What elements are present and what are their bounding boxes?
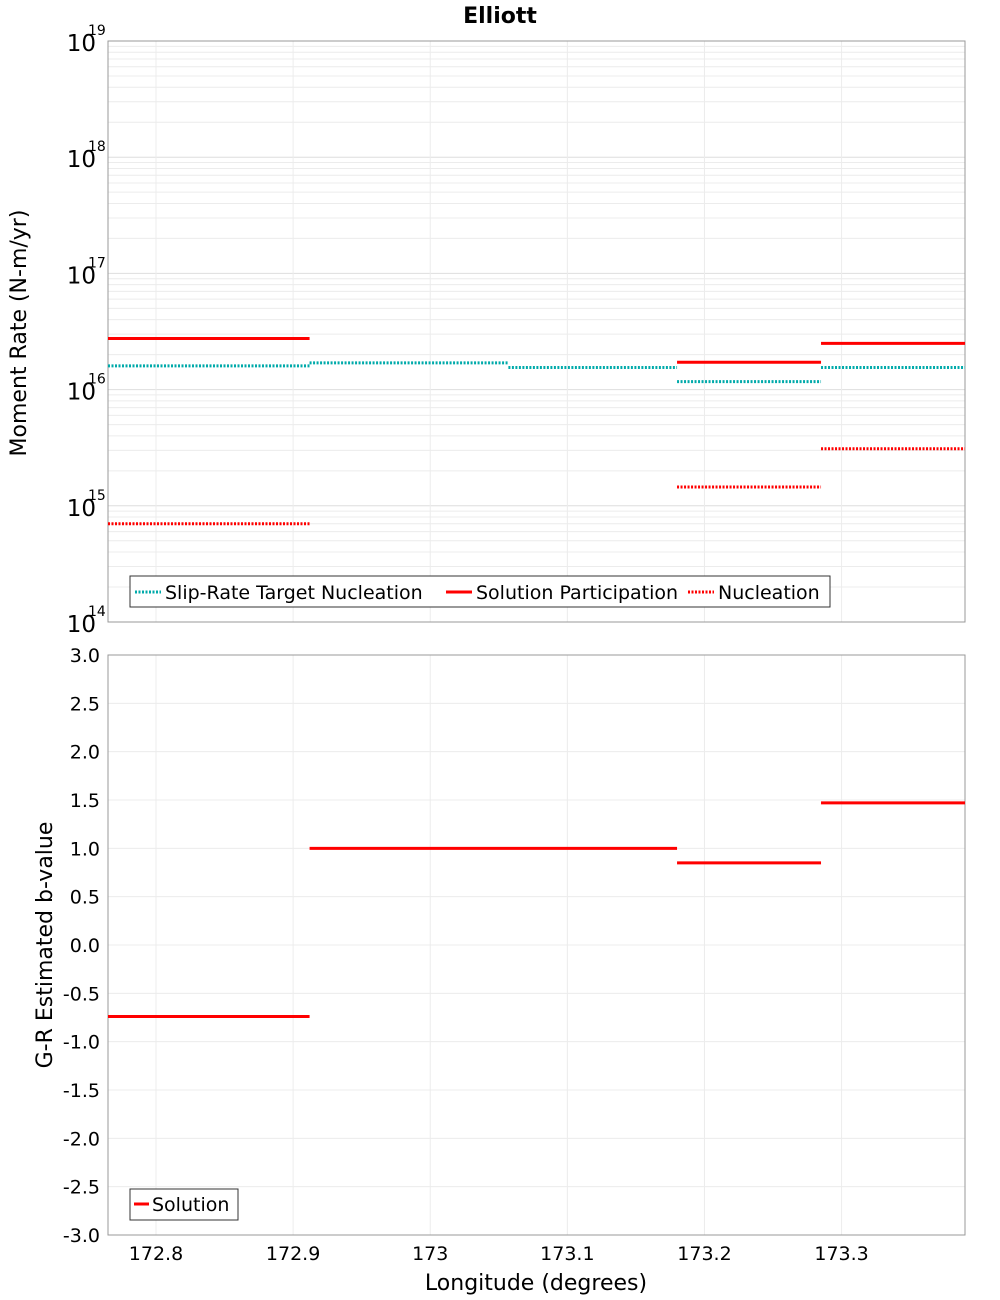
top-y-tick-base: 10 [67, 263, 96, 289]
bottom-series-group [108, 801, 965, 1019]
legend-label: Slip-Rate Target Nucleation [165, 582, 423, 604]
bottom-y-tick-label: 2.0 [70, 742, 100, 764]
top-y-axis-label: Moment Rate (N-m/yr) [7, 210, 32, 457]
bottom-y-tick-label: 1.0 [70, 838, 100, 860]
bottom-y-tick-label: -2.5 [63, 1177, 100, 1199]
bottom-y-tick-label: -2.0 [63, 1128, 100, 1150]
top-y-tick-base: 10 [67, 612, 96, 638]
bottom-y-tick-label: 3.0 [70, 645, 100, 667]
x-tick-label: 173.1 [540, 1243, 594, 1265]
bottom-y-axis-ticks: -3.0 -2.5 -2.0 -1.5 -1.0 -0.5 0.0 0.5 1.0 1.5 2.0 2… [63, 645, 100, 1247]
top-plot-frame [107, 40, 966, 623]
legend-label: Solution Participation [476, 582, 678, 604]
bottom-y-tick-label: 0.5 [70, 887, 100, 909]
top-y-tick-exponent: 15 [88, 488, 106, 504]
top-legend: Slip-Rate Target Nucleation Solution Part… [129, 575, 831, 608]
bottom-y-axis-label: G-R Estimated b-value [33, 822, 58, 1069]
top-grid [108, 41, 965, 623]
x-tick-label: 172.9 [266, 1243, 320, 1265]
top-y-tick-exponent: 14 [88, 604, 106, 620]
bottom-legend: Solution [129, 1188, 239, 1221]
top-y-tick-exponent: 18 [88, 139, 106, 155]
chart-title: Elliott [463, 4, 537, 29]
x-tick-label: 172.8 [129, 1243, 183, 1265]
bottom-y-tick-label: -0.5 [63, 983, 100, 1005]
bottom-grid [108, 654, 965, 1236]
top-y-tick-exponent: 16 [88, 372, 106, 388]
legend-label: Solution [152, 1194, 229, 1216]
bottom-plot-frame [107, 654, 966, 1236]
bottom-y-tick-label: -3.0 [63, 1225, 100, 1247]
x-tick-label: 173 [412, 1243, 448, 1265]
bottom-y-tick-label: -1.0 [63, 1032, 100, 1054]
series-solution [108, 801, 965, 1019]
bottom-x-axis-ticks: 172.8 172.9 173 173.1 173.2 173.3 [129, 1243, 869, 1265]
top-y-tick-base: 10 [67, 496, 96, 522]
series-nucleation [108, 447, 965, 526]
top-y-tick-exponent: 17 [88, 255, 106, 271]
x-tick-label: 173.3 [814, 1243, 868, 1265]
top-y-tick-base: 10 [67, 31, 96, 57]
series-solution-participation [108, 337, 965, 364]
bottom-y-tick-label: 2.5 [70, 693, 100, 715]
x-axis-label: Longitude (degrees) [425, 1271, 647, 1296]
top-y-tick-base: 10 [67, 380, 96, 406]
top-series-group [108, 337, 965, 526]
bottom-y-tick-label: 1.5 [70, 790, 100, 812]
legend-label: Nucleation [718, 582, 820, 604]
x-tick-label: 173.2 [677, 1243, 731, 1265]
top-y-tick-base: 10 [67, 147, 96, 173]
series-slip-rate-target-nucleation [108, 361, 965, 384]
bottom-y-tick-label: -1.5 [63, 1080, 100, 1102]
bottom-y-tick-label: 0.0 [70, 935, 100, 957]
b-value-panel: -3.0 -2.5 -2.0 -1.5 -1.0 -0.5 0.0 0.5 1.0 1.5 2.0 2… [33, 645, 966, 1296]
top-y-tick-exponent: 19 [88, 23, 106, 39]
